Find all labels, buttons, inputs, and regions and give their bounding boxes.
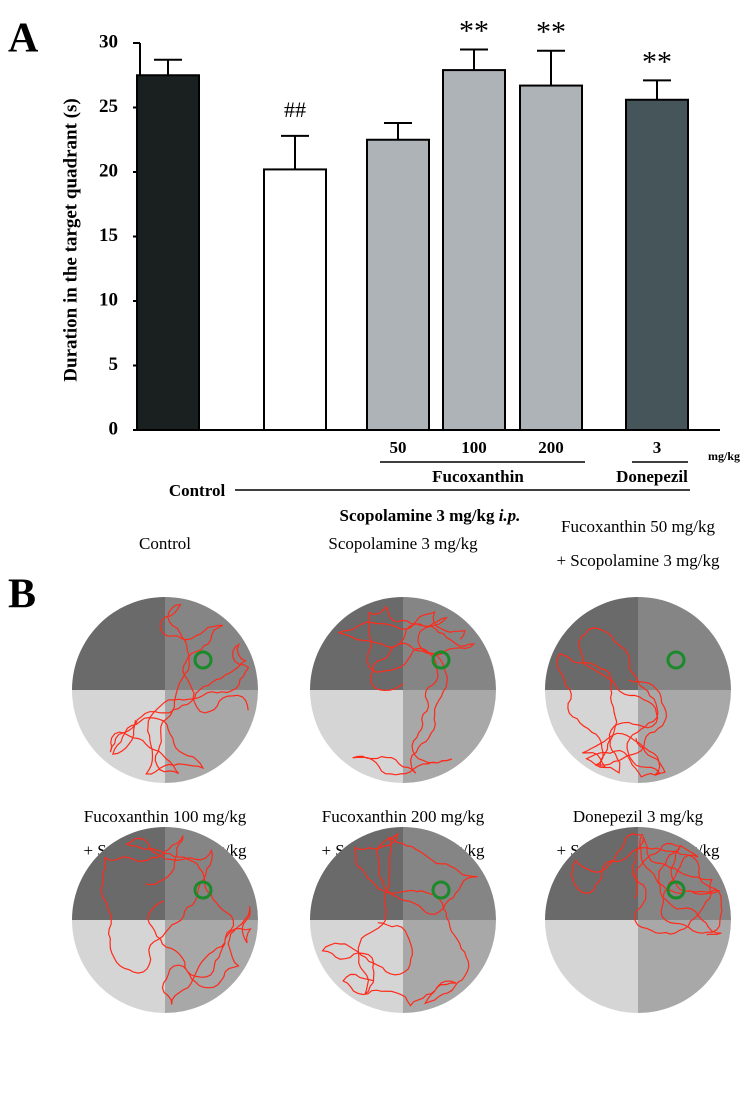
bar (625, 98, 689, 431)
maze-caption: Fucoxanthin 50 mg/kg (561, 517, 715, 536)
x-tick-label: 100 (461, 438, 487, 457)
group-label: Donepezil (616, 467, 688, 486)
maze-caption: Fucoxanthin 200 mg/kg (322, 807, 485, 826)
maze-quadrant (403, 690, 496, 783)
maze-quadrant (165, 690, 258, 783)
y-tick-label: 15 (99, 225, 118, 246)
swim-path (321, 832, 478, 1007)
significance-label: ** (536, 16, 566, 49)
maze-caption: Fucoxanthin 100 mg/kg (84, 807, 247, 826)
platform (431, 650, 451, 670)
bar (366, 138, 430, 431)
maze-quadrant (403, 920, 496, 1013)
maze-quadrant (545, 597, 638, 690)
swim-path (556, 627, 668, 778)
label-part: Scopolamine 3 mg/kg (340, 506, 499, 525)
y-tick-label: 5 (109, 354, 119, 375)
x-tick-label: 3 (653, 438, 662, 457)
panel-label: B (8, 572, 36, 618)
significance-label: ** (459, 14, 489, 47)
y-axis-label: Duration in the target quadrant (s) (60, 98, 81, 381)
significance-label: ## (284, 97, 306, 122)
maze-quadrant (403, 827, 496, 920)
y-tick-label: 30 (99, 31, 118, 52)
y-tick-label: 10 (99, 289, 118, 310)
swim-path (570, 833, 723, 936)
maze-quadrant (165, 920, 258, 1013)
platform (666, 880, 686, 900)
maze-caption: Donepezil 3 mg/kg (573, 807, 704, 826)
x-tick-label: 200 (538, 438, 564, 457)
bar (442, 69, 506, 431)
unit-label: mg/kg (708, 449, 740, 463)
bar (519, 84, 583, 431)
maze-quadrant (545, 690, 638, 783)
maze-quadrant (72, 690, 165, 783)
maze-caption: + Scopolamine 3 mg/kg (556, 551, 720, 570)
maze-quadrant (165, 597, 258, 690)
swim-path (337, 605, 476, 776)
maze-quadrant (310, 827, 403, 920)
maze-quadrant (165, 827, 258, 920)
y-tick-label: 0 (109, 418, 119, 439)
bar (263, 168, 327, 431)
y-tick-label: 20 (99, 160, 118, 181)
maze-quadrant (545, 920, 638, 1013)
maze-quadrant (545, 827, 638, 920)
significance-label: ** (642, 45, 672, 78)
maze-quadrant (638, 690, 731, 783)
y-tick-label: 25 (99, 96, 118, 117)
platform (666, 650, 686, 670)
label-part: i.p. (499, 506, 521, 525)
maze-quadrant (72, 827, 165, 920)
swim-path (100, 835, 252, 1005)
maze-quadrant (638, 597, 731, 690)
group-label: Fucoxanthin (432, 467, 524, 486)
platform (431, 880, 451, 900)
maze-quadrant (310, 597, 403, 690)
maze-caption: Control (139, 534, 191, 553)
platform (193, 880, 213, 900)
maze-quadrant (72, 597, 165, 690)
maze-quadrant (638, 920, 731, 1013)
panel-label: A (8, 16, 39, 62)
x-tick-label: 50 (390, 438, 407, 457)
maze-quadrant (403, 597, 496, 690)
maze-quadrant (310, 690, 403, 783)
swim-path (109, 603, 250, 775)
bar (136, 74, 200, 431)
maze-quadrant (72, 920, 165, 1013)
maze-quadrant (310, 920, 403, 1013)
platform (193, 650, 213, 670)
maze-caption: Scopolamine 3 mg/kg (328, 534, 478, 553)
x-tick-label: Control (169, 481, 226, 500)
scopolamine-label: Scopolamine 3 mg/kg i.p. (340, 506, 521, 525)
